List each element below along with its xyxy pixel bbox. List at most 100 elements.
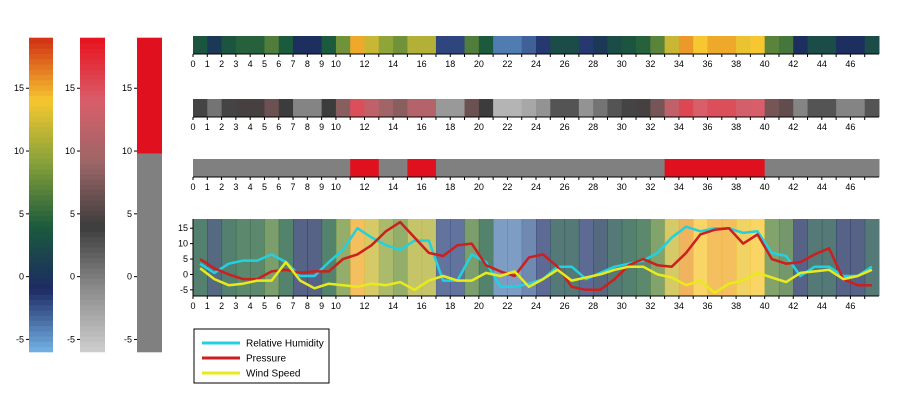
colorbar-cell bbox=[137, 247, 162, 253]
heatmap-cell bbox=[421, 36, 437, 54]
x-tick-label: 34 bbox=[674, 182, 684, 192]
background-cell bbox=[321, 219, 337, 296]
x-tick-label: 6 bbox=[276, 301, 281, 311]
colorbar-cell bbox=[137, 158, 162, 164]
heatmap-cell bbox=[693, 36, 708, 54]
heatmap-cell bbox=[607, 159, 623, 177]
colorbar-cell bbox=[29, 163, 53, 170]
colorbar-cell bbox=[137, 320, 162, 327]
colorbar-cell bbox=[80, 257, 105, 264]
colorbar-cell bbox=[29, 346, 53, 353]
colorbar-cell bbox=[80, 42, 105, 49]
x-tick-label: 40 bbox=[760, 59, 770, 69]
colorbar-cell bbox=[29, 215, 53, 222]
x-tick-label: 24 bbox=[531, 301, 541, 311]
background-cell bbox=[807, 219, 823, 296]
colorbar-cell bbox=[29, 252, 53, 259]
colorbar-cell bbox=[137, 273, 162, 280]
colorbar-cell bbox=[29, 325, 53, 332]
heatmap-cell bbox=[807, 36, 823, 54]
x-tick-label: 26 bbox=[560, 122, 570, 132]
x-tick-label: 36 bbox=[702, 59, 712, 69]
colorbar-tick-label: 10 bbox=[65, 146, 75, 156]
heatmap-cell bbox=[821, 36, 837, 54]
heatmap-cell bbox=[378, 159, 394, 177]
colorbar-cell bbox=[29, 267, 53, 274]
colorbar-cell bbox=[80, 163, 105, 170]
colorbar-cell bbox=[80, 205, 105, 211]
colorbar-cell bbox=[29, 110, 53, 117]
heatmap-cell bbox=[293, 99, 308, 117]
colorbar-cell bbox=[137, 336, 162, 342]
colorbar-cell bbox=[80, 184, 105, 191]
colorbar-cell bbox=[137, 58, 162, 65]
x-tick-label: 32 bbox=[645, 59, 655, 69]
heatmap-cell bbox=[464, 99, 480, 117]
colorbar-cell bbox=[29, 173, 53, 180]
colorbar-cell bbox=[29, 199, 53, 206]
heatmap-cell bbox=[221, 159, 237, 177]
colorbar-cell bbox=[80, 37, 105, 44]
heatmap-cell bbox=[678, 36, 694, 54]
heatmap-cell bbox=[836, 159, 851, 177]
colorbar-cell bbox=[137, 226, 162, 232]
colorbar-tick-label: 10 bbox=[122, 146, 132, 156]
heatmap-cell bbox=[650, 99, 666, 117]
heatmap-cell bbox=[278, 99, 294, 117]
colorbar-cell bbox=[80, 168, 105, 175]
colorbar-cell bbox=[29, 79, 53, 86]
x-tick-label: 3 bbox=[233, 301, 238, 311]
heatmap-cell bbox=[578, 159, 594, 177]
heatmap-cell bbox=[793, 159, 809, 177]
colorbar-cell bbox=[137, 42, 162, 49]
heatmap-cell bbox=[393, 36, 408, 54]
background-cell bbox=[393, 219, 408, 296]
legend-label: Pressure bbox=[246, 354, 286, 365]
colorbar-cell bbox=[137, 330, 162, 337]
colorbar-cell bbox=[29, 184, 53, 191]
colorbar-cell bbox=[29, 288, 53, 295]
colorbar-cell bbox=[80, 58, 105, 65]
colorbar-cell bbox=[80, 152, 105, 159]
x-tick-label: 26 bbox=[560, 59, 570, 69]
colorbar-cell bbox=[137, 325, 162, 332]
colorbar-cell bbox=[29, 126, 53, 133]
heatmap-cell bbox=[750, 159, 766, 177]
colorbar-cell bbox=[29, 37, 53, 44]
colorbar-cell bbox=[80, 48, 105, 54]
colorbar-cell bbox=[29, 84, 53, 91]
x-tick-label: 1 bbox=[205, 182, 210, 192]
x-tick-label: 20 bbox=[474, 182, 484, 192]
colorbar-cell bbox=[137, 168, 162, 175]
heatmap-cell bbox=[478, 99, 494, 117]
x-tick-label: 20 bbox=[474, 122, 484, 132]
background-cell bbox=[550, 219, 566, 296]
colorbar-tick-label: 5 bbox=[127, 209, 132, 219]
heatmap-cell bbox=[350, 99, 365, 117]
colorbar-cell bbox=[80, 84, 105, 91]
heatmap-cell bbox=[721, 159, 737, 177]
x-tick-label: 4 bbox=[248, 301, 253, 311]
colorbar-cell bbox=[29, 147, 53, 154]
colorbar-cell bbox=[137, 53, 162, 60]
heatmap-cell bbox=[321, 36, 337, 54]
heatmap-cell bbox=[707, 159, 723, 177]
chart-legend: Relative Humidity Pressure Wind Speed bbox=[193, 328, 330, 384]
x-tick-label: 22 bbox=[502, 122, 512, 132]
colorbar-tick-label: 15 bbox=[65, 83, 75, 93]
heatmap-cell bbox=[250, 36, 265, 54]
x-tick-label: 30 bbox=[617, 122, 627, 132]
colorbar-cell bbox=[29, 220, 53, 227]
background-cell bbox=[564, 219, 580, 296]
colorbar-cell bbox=[137, 205, 162, 211]
colorbar-cell bbox=[29, 131, 53, 138]
x-tick-label: 38 bbox=[731, 301, 741, 311]
x-tick-label: 0 bbox=[190, 122, 195, 132]
colorbar-cell bbox=[80, 158, 105, 164]
heatmap-cell bbox=[864, 159, 880, 177]
colorbar-cell bbox=[80, 79, 105, 86]
colorbar-cell bbox=[29, 137, 53, 143]
colorbar-cell bbox=[137, 304, 162, 311]
y-tick-label: 5 bbox=[183, 254, 188, 264]
